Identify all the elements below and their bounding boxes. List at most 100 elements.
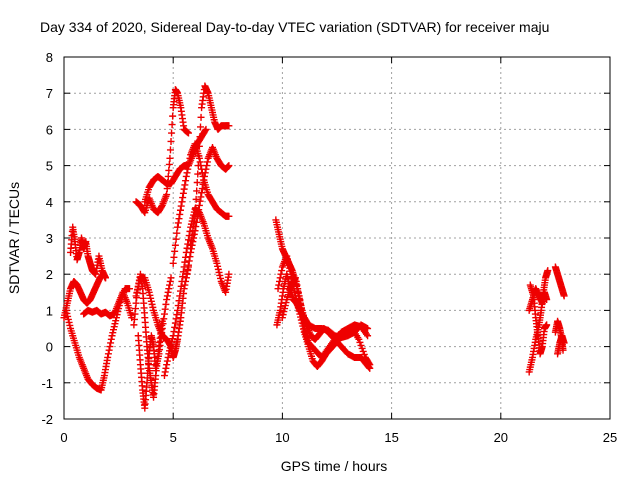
y-tick-label: 7 bbox=[46, 86, 53, 101]
data-point bbox=[174, 302, 182, 310]
data-point bbox=[173, 311, 181, 319]
data-point bbox=[185, 158, 193, 166]
data-point bbox=[192, 195, 200, 203]
data-point bbox=[169, 332, 177, 340]
data-point bbox=[160, 372, 168, 380]
x-tick-label: 10 bbox=[275, 430, 289, 445]
data-point bbox=[170, 328, 178, 336]
data-point bbox=[173, 229, 181, 237]
data-point bbox=[105, 346, 113, 354]
data-point bbox=[194, 210, 202, 218]
x-tick-label: 20 bbox=[494, 430, 508, 445]
data-point bbox=[184, 265, 192, 273]
series-trace-20 bbox=[526, 281, 551, 358]
data-point bbox=[181, 281, 189, 289]
data-point bbox=[182, 177, 190, 185]
data-point bbox=[195, 206, 203, 214]
data-point bbox=[164, 288, 172, 296]
data-point bbox=[164, 172, 172, 180]
data-point bbox=[140, 207, 148, 215]
y-tick-label: -2 bbox=[41, 412, 53, 427]
data-point bbox=[179, 189, 187, 197]
data-point bbox=[171, 323, 179, 331]
data-point bbox=[160, 315, 168, 323]
chart-title: Day 334 of 2020, Sidereal Day-to-day VTE… bbox=[40, 19, 549, 35]
x-tick-labels: 0 5 10 15 20 25 bbox=[60, 430, 617, 445]
data-point bbox=[297, 305, 305, 313]
data-point bbox=[180, 263, 188, 271]
data-point bbox=[296, 296, 304, 304]
data-point bbox=[292, 274, 300, 282]
y-tick-label: 5 bbox=[46, 159, 53, 174]
data-point bbox=[191, 227, 199, 235]
data-point bbox=[294, 285, 302, 293]
data-point bbox=[201, 127, 209, 135]
data-point bbox=[168, 129, 176, 137]
series-trace-6 bbox=[134, 274, 175, 412]
data-point bbox=[225, 270, 233, 278]
data-point bbox=[197, 193, 205, 201]
y-tick-label: 6 bbox=[46, 122, 53, 137]
data-point bbox=[202, 165, 210, 173]
data-point bbox=[275, 281, 283, 289]
data-point bbox=[170, 253, 178, 261]
data-point bbox=[184, 165, 192, 173]
data-point bbox=[276, 274, 284, 282]
data-point bbox=[275, 277, 283, 285]
y-tick-label: 2 bbox=[46, 267, 53, 282]
data-point bbox=[186, 154, 194, 162]
data-point bbox=[104, 353, 112, 361]
data-point bbox=[171, 319, 179, 327]
data-point bbox=[190, 230, 198, 238]
data-point bbox=[225, 162, 233, 170]
data-point bbox=[176, 206, 184, 214]
series-trace-11 bbox=[169, 140, 233, 267]
data-point bbox=[184, 162, 192, 170]
data-point bbox=[179, 194, 187, 202]
y-tick-label: 3 bbox=[46, 231, 53, 246]
data-point bbox=[194, 162, 202, 170]
y-tick-label: 8 bbox=[46, 50, 53, 65]
data-point bbox=[278, 267, 286, 275]
data-point bbox=[543, 321, 551, 329]
series-trace-21 bbox=[551, 263, 568, 300]
data-point bbox=[202, 125, 210, 133]
data-point bbox=[169, 259, 177, 267]
data-point bbox=[178, 198, 186, 206]
data-point bbox=[194, 170, 202, 178]
data-point bbox=[187, 245, 195, 253]
data-point bbox=[163, 292, 171, 300]
data-point bbox=[201, 172, 209, 180]
data-point bbox=[165, 160, 173, 168]
data-point bbox=[560, 292, 568, 300]
data-point bbox=[183, 169, 191, 177]
data-point bbox=[126, 285, 134, 293]
data-point bbox=[196, 133, 204, 141]
data-point bbox=[201, 169, 209, 177]
data-point bbox=[196, 158, 204, 166]
series-trace-13 bbox=[182, 144, 233, 282]
data-point bbox=[166, 281, 174, 289]
data-point bbox=[300, 320, 308, 328]
series-trace-23 bbox=[554, 332, 568, 358]
data-point bbox=[175, 297, 183, 305]
data-point bbox=[164, 353, 172, 361]
data-point bbox=[197, 113, 205, 121]
y-tick-label: 4 bbox=[46, 195, 53, 210]
data-point bbox=[195, 201, 203, 209]
data-point bbox=[362, 330, 370, 338]
data-point bbox=[183, 270, 191, 278]
data-point bbox=[107, 335, 115, 343]
data-markers bbox=[60, 82, 568, 412]
data-point bbox=[287, 270, 295, 278]
data-point bbox=[184, 261, 192, 269]
data-point bbox=[176, 210, 184, 218]
data-point bbox=[185, 257, 193, 265]
data-point bbox=[178, 277, 186, 285]
data-point bbox=[163, 361, 171, 369]
data-point bbox=[163, 357, 171, 365]
data-point bbox=[179, 268, 187, 276]
data-point bbox=[162, 364, 170, 372]
data-point bbox=[172, 315, 180, 323]
data-point bbox=[167, 137, 175, 145]
